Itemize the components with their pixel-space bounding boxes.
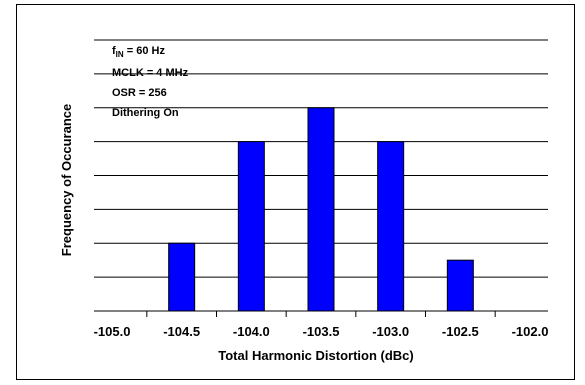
bars — [168, 107, 474, 312]
bar — [168, 242, 196, 312]
annotation-fin-suffix: = 60 Hz — [124, 45, 166, 57]
x-tick-label: -105.0 — [94, 324, 131, 339]
x-tick-label: -103.0 — [372, 324, 409, 339]
annotation-block: fIN = 60 Hz MCLK = 4 MHz OSR = 256 Dithe… — [112, 45, 189, 119]
x-tick-label: -104.0 — [233, 324, 270, 339]
bar — [446, 259, 474, 312]
x-tick-label: -103.5 — [303, 324, 340, 339]
x-ticks: -105.0 -104.5 -104.0 -103.5 -103.0 -102.5 -102… — [94, 311, 549, 339]
annotation-fin-prefix: f — [112, 45, 116, 57]
annotation-fin: fIN = 60 Hz — [112, 45, 165, 59]
x-tick-label: -102.5 — [442, 324, 479, 339]
x-tick-label: -102.0 — [512, 324, 549, 339]
chart-frame — [16, 4, 575, 380]
annotation-mclk: MCLK = 4 MHz — [112, 67, 189, 79]
annotation-osr: OSR = 256 — [112, 87, 167, 99]
bar — [237, 141, 265, 312]
bar — [377, 141, 405, 312]
annotation-dithering: Dithering On — [112, 107, 179, 119]
bar — [307, 107, 335, 312]
x-axis-title: Total Harmonic Distortion (dBc) — [218, 348, 413, 363]
x-tick-label: -104.5 — [163, 324, 200, 339]
annotation-fin-subscript: IN — [116, 50, 124, 59]
y-axis-title: Frequency of Occurance — [59, 104, 74, 256]
